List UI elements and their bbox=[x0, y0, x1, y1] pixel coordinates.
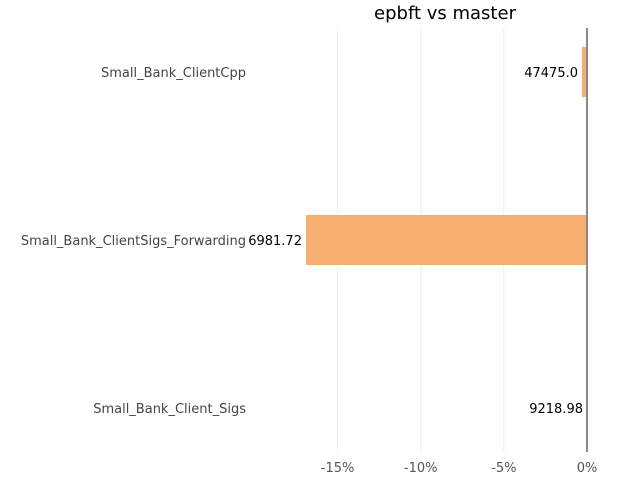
bars bbox=[305, 47, 587, 265]
category-label: Small_Bank_ClientSigs_Forwarding bbox=[21, 234, 246, 249]
data-labels: 47475.0 6981.72 9218.98 bbox=[248, 66, 583, 417]
x-tick-label: -10% bbox=[404, 461, 438, 476]
category-label: Small_Bank_Client_Sigs bbox=[93, 402, 246, 417]
chart-title: epbft vs master bbox=[374, 3, 517, 24]
x-axis-ticks: -15% -10% -5% 0% bbox=[321, 461, 598, 476]
data-label: 47475.0 bbox=[524, 66, 578, 81]
bar bbox=[582, 47, 587, 97]
category-labels: Small_Bank_ClientCpp Small_Bank_ClientSig… bbox=[21, 66, 246, 417]
x-tick-label: -15% bbox=[321, 461, 355, 476]
x-tick-label: -5% bbox=[491, 461, 516, 476]
data-label: 9218.98 bbox=[529, 402, 583, 417]
category-label: Small_Bank_ClientCpp bbox=[101, 66, 246, 81]
x-tick-label: 0% bbox=[577, 461, 598, 476]
data-label: 6981.72 bbox=[248, 234, 302, 249]
bar bbox=[305, 215, 587, 265]
